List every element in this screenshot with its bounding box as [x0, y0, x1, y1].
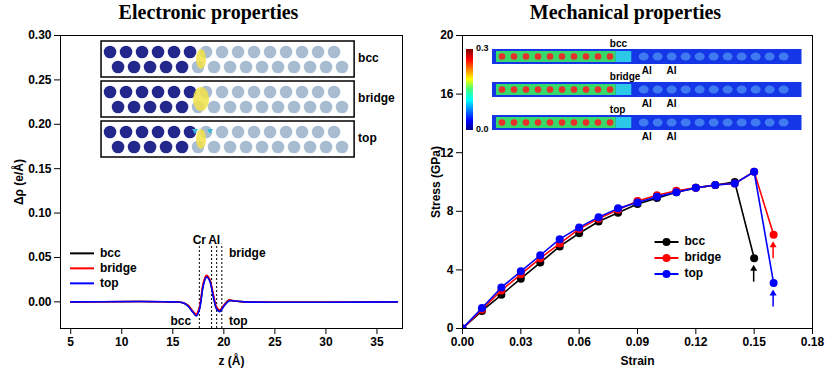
svg-text:30: 30 — [319, 335, 333, 349]
svg-text:Al: Al — [642, 98, 652, 109]
svg-text:top: top — [100, 276, 119, 290]
svg-text:Stress (GPa): Stress (GPa) — [429, 146, 443, 218]
svg-text:bcc: bcc — [358, 51, 379, 65]
svg-text:35: 35 — [370, 335, 384, 349]
svg-text:0.05: 0.05 — [28, 250, 52, 264]
svg-text:0.20: 0.20 — [28, 117, 52, 131]
svg-text:bridge: bridge — [100, 261, 137, 275]
svg-text:top: top — [610, 104, 626, 115]
svg-text:0.06: 0.06 — [567, 335, 591, 349]
svg-text:20: 20 — [440, 28, 454, 42]
svg-text:16: 16 — [440, 87, 454, 101]
svg-text:Δρ (e/Å): Δρ (e/Å) — [11, 159, 26, 205]
svg-text:15: 15 — [166, 335, 180, 349]
svg-text:0.03: 0.03 — [509, 335, 533, 349]
svg-text:0.25: 0.25 — [28, 73, 52, 87]
svg-text:Al: Al — [642, 65, 652, 76]
html-text:Electronic properties: Electronic properties — [118, 1, 299, 23]
svg-text:0.00: 0.00 — [451, 335, 475, 349]
svg-text:bcc: bcc — [100, 246, 121, 260]
svg-text:5: 5 — [67, 335, 74, 349]
svg-text:25: 25 — [268, 335, 282, 349]
svg-text:20: 20 — [217, 335, 231, 349]
svg-text:0.30: 0.30 — [28, 28, 52, 42]
svg-text:bridge: bridge — [229, 246, 266, 260]
svg-text:10: 10 — [115, 335, 129, 349]
svg-text:Al: Al — [667, 98, 677, 109]
svg-text:top: top — [229, 314, 248, 328]
svg-text:bridge: bridge — [358, 91, 395, 105]
svg-text:Al: Al — [667, 131, 677, 142]
svg-text:Al: Al — [667, 65, 677, 76]
svg-text:12: 12 — [440, 145, 454, 160]
svg-text:0.09: 0.09 — [626, 335, 650, 349]
svg-text:bcc: bcc — [685, 234, 706, 248]
html-text:Mechanical properties: Mechanical properties — [529, 1, 722, 23]
svg-text:z (Å): z (Å) — [219, 353, 245, 368]
svg-text:top: top — [685, 266, 704, 280]
svg-text:0: 0 — [447, 321, 454, 335]
svg-text:4: 4 — [447, 263, 454, 277]
svg-text:0.0: 0.0 — [476, 124, 489, 134]
svg-text:bcc: bcc — [610, 38, 628, 49]
svg-text:0.00: 0.00 — [28, 295, 52, 309]
svg-text:0.18: 0.18 — [801, 335, 825, 349]
svg-text:bcc: bcc — [171, 314, 192, 328]
svg-text:top: top — [358, 131, 377, 145]
svg-text:0.15: 0.15 — [742, 335, 766, 349]
svg-text:bridge: bridge — [610, 71, 641, 82]
svg-text:0.12: 0.12 — [684, 335, 708, 349]
svg-text:Al: Al — [208, 233, 220, 247]
svg-text:0.3: 0.3 — [476, 43, 489, 53]
svg-text:0.10: 0.10 — [28, 206, 52, 220]
svg-text:8: 8 — [447, 204, 454, 218]
svg-text:Al: Al — [642, 131, 652, 142]
svg-text:Cr: Cr — [193, 233, 207, 247]
svg-text:bridge: bridge — [685, 250, 722, 264]
svg-text:0.15: 0.15 — [28, 162, 52, 176]
svg-text:Strain: Strain — [620, 354, 654, 368]
